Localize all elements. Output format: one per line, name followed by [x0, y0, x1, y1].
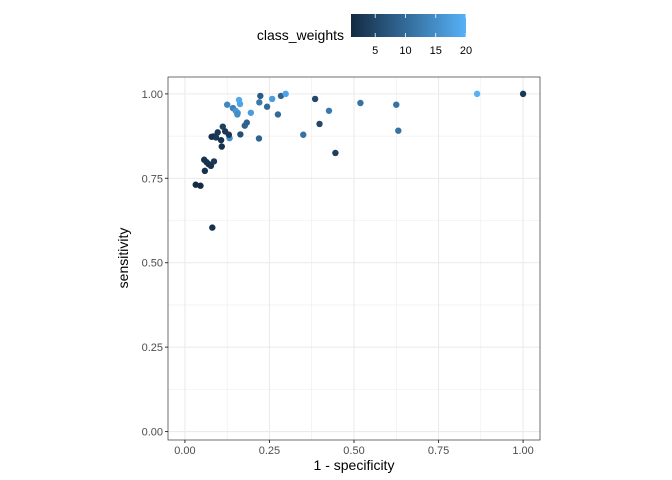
y-tick-label: 0.75: [142, 173, 163, 185]
data-point: [219, 123, 226, 130]
data-point: [255, 135, 263, 142]
data-point: [197, 182, 204, 189]
data-point: [243, 119, 250, 126]
y-tick-label: 1.00: [142, 89, 163, 101]
points-layer: [192, 90, 527, 231]
data-point: [201, 167, 209, 175]
data-point: [221, 128, 229, 135]
data-point: [473, 90, 481, 98]
data-point: [212, 134, 220, 141]
x-tick-label: 0.25: [259, 445, 280, 457]
x-tick-label: 1.00: [512, 445, 533, 457]
data-point: [234, 111, 241, 118]
legend-ticks: 5 10 15 20: [372, 14, 472, 57]
data-point: [256, 99, 263, 106]
data-point: [218, 143, 225, 150]
x-tick-label: 0.75: [428, 445, 449, 457]
data-point: [393, 101, 400, 108]
data-point: [332, 149, 339, 157]
data-point: [268, 95, 276, 103]
legend-colorbar: [351, 14, 466, 37]
legend-tick-label: 20: [460, 45, 472, 57]
data-point: [311, 95, 319, 103]
x-tick-label: 0.00: [174, 445, 195, 457]
data-point: [519, 90, 527, 98]
data-point: [274, 111, 282, 118]
data-point: [214, 129, 221, 136]
y-tick-label: 0.50: [142, 258, 163, 270]
data-point: [300, 131, 307, 138]
axes: 0.00 0.25 0.50 0.75 1.00 0.00 0.25 0.50 0.75 1.00: [142, 89, 534, 457]
data-point: [257, 92, 264, 100]
data-point: [247, 109, 255, 116]
data-point: [210, 158, 218, 165]
y-tick-label: 0.00: [142, 427, 163, 439]
legend-title: class_weights: [257, 27, 344, 43]
grid: [168, 77, 540, 440]
x-axis-label: 1 - specificity: [314, 457, 395, 473]
data-point: [223, 101, 231, 108]
y-tick-label: 0.25: [142, 342, 163, 354]
data-point: [237, 131, 244, 138]
data-point: [325, 107, 333, 114]
data-point: [263, 103, 271, 110]
data-point: [236, 100, 244, 108]
legend-tick-label: 10: [399, 45, 411, 57]
y-axis-label: sensitivity: [115, 228, 131, 289]
legend-tick-label: 5: [372, 45, 378, 57]
data-point: [217, 136, 225, 144]
x-tick-label: 0.50: [343, 445, 364, 457]
data-point: [209, 224, 216, 231]
data-point: [316, 120, 323, 128]
data-point: [357, 99, 364, 107]
legend-tick-label: 15: [430, 45, 442, 57]
data-point: [282, 90, 289, 98]
data-point: [395, 127, 402, 134]
